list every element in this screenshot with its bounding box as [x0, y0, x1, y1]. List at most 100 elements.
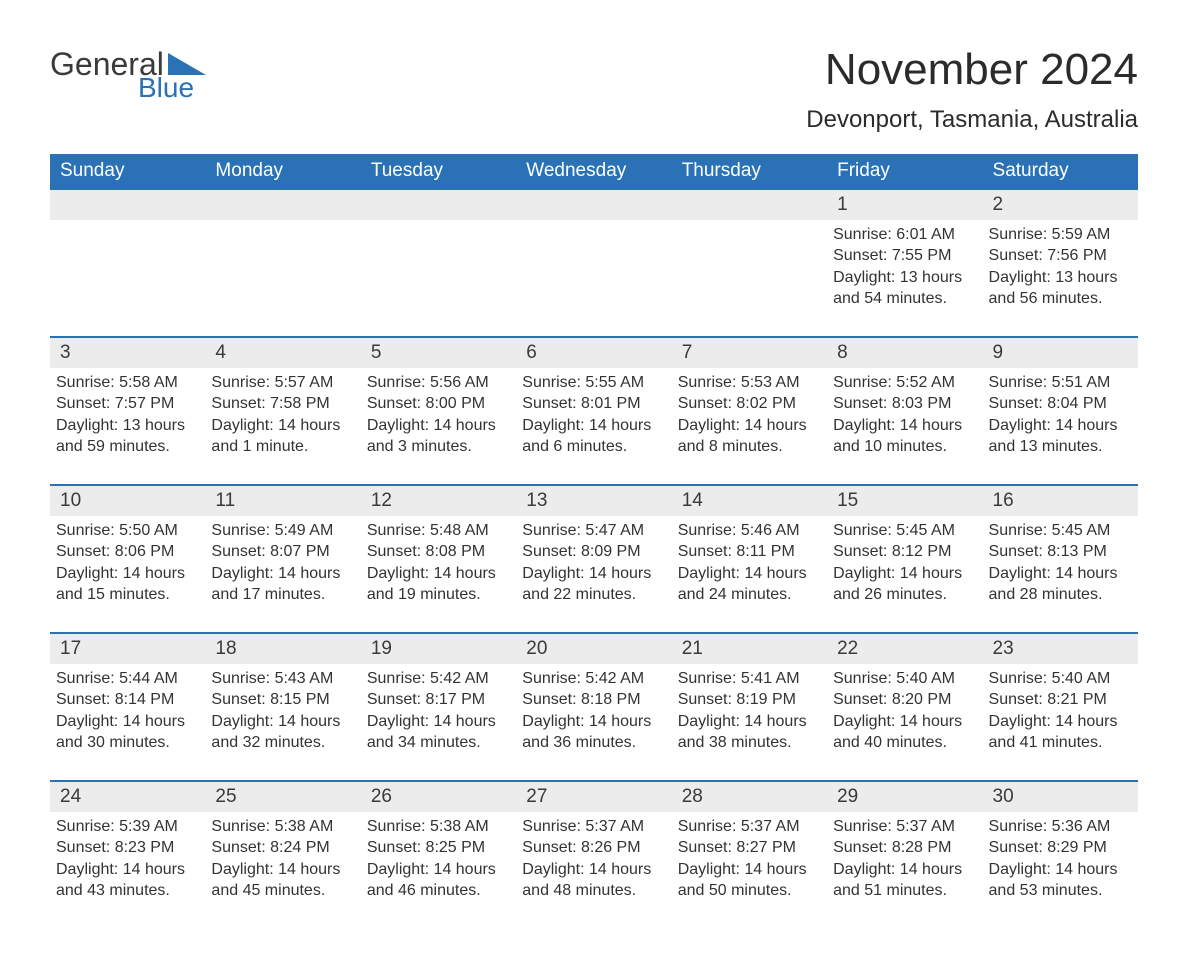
calendar-day-cell: 29Sunrise: 5:37 AMSunset: 8:28 PMDayligh…: [827, 781, 982, 928]
sunset-line: Sunset: 8:15 PM: [211, 689, 354, 711]
sunrise-line: Sunrise: 5:52 AM: [833, 372, 976, 394]
day-header: Friday: [827, 154, 982, 189]
day-header: Thursday: [672, 154, 827, 189]
day-header: Monday: [205, 154, 360, 189]
location: Devonport, Tasmania, Australia: [806, 106, 1138, 134]
daylight-line: Daylight: 13 hours and 59 minutes.: [56, 415, 199, 458]
sunrise-line: Sunrise: 5:36 AM: [989, 816, 1132, 838]
sunrise-line: Sunrise: 5:38 AM: [211, 816, 354, 838]
sunset-line: Sunset: 8:20 PM: [833, 689, 976, 711]
sunrise-line: Sunrise: 5:57 AM: [211, 372, 354, 394]
calendar-day-cell: 14Sunrise: 5:46 AMSunset: 8:11 PMDayligh…: [672, 485, 827, 633]
sunset-line: Sunset: 8:06 PM: [56, 541, 199, 563]
day-number: 14: [672, 486, 827, 516]
sunrise-line: Sunrise: 5:48 AM: [367, 520, 510, 542]
sunrise-line: Sunrise: 5:44 AM: [56, 668, 199, 690]
sunset-line: Sunset: 8:02 PM: [678, 393, 821, 415]
sunset-line: Sunset: 8:01 PM: [522, 393, 665, 415]
day-number: 21: [672, 634, 827, 664]
sunset-line: Sunset: 8:14 PM: [56, 689, 199, 711]
sunrise-line: Sunrise: 5:43 AM: [211, 668, 354, 690]
sunrise-line: Sunrise: 5:39 AM: [56, 816, 199, 838]
logo: General Blue: [50, 48, 206, 102]
daylight-line: Daylight: 14 hours and 34 minutes.: [367, 711, 510, 754]
calendar-week-row: 17 Sunrise: 5:44 AMSunset: 8:14 PM Dayligh…: [50, 633, 1138, 781]
calendar-day-cell: 1Sunrise: 6:01 AMSunset: 7:55 PMDaylight…: [827, 189, 982, 337]
sunset-line: Sunset: 8:07 PM: [211, 541, 354, 563]
calendar-table: Sunday Monday Tuesday Wednesday Thursday…: [50, 154, 1138, 928]
sunrise-line: Sunrise: 5:38 AM: [367, 816, 510, 838]
sunrise-line: Sunrise: 5:47 AM: [522, 520, 665, 542]
day-number: 5: [361, 338, 516, 368]
daynum-bar-empty: [516, 190, 671, 220]
day-number: 17: [50, 634, 205, 664]
header: General Blue November 2024 Devonport, Ta…: [50, 48, 1138, 134]
day-number: 29: [827, 782, 982, 812]
day-number: 18: [205, 634, 360, 664]
calendar-day-cell: [361, 189, 516, 337]
daylight-line: Daylight: 14 hours and 32 minutes.: [211, 711, 354, 754]
day-number: 2: [983, 190, 1138, 220]
day-number: 11: [205, 486, 360, 516]
daylight-line: Daylight: 14 hours and 36 minutes.: [522, 711, 665, 754]
day-number: 9: [983, 338, 1138, 368]
sunset-line: Sunset: 7:56 PM: [989, 245, 1132, 267]
day-number: 13: [516, 486, 671, 516]
calendar-day-cell: 26Sunrise: 5:38 AMSunset: 8:25 PMDayligh…: [361, 781, 516, 928]
daylight-line: Daylight: 14 hours and 45 minutes.: [211, 859, 354, 902]
calendar-day-cell: 15 Sunrise: 5:45 AMSunset: 8:12 PMDayligh…: [827, 485, 982, 633]
calendar-day-cell: 27Sunrise: 5:37 AMSunset: 8:26 PMDayligh…: [516, 781, 671, 928]
calendar-week-row: 10Sunrise: 5:50 AMSunset: 8:06 PMDayligh…: [50, 485, 1138, 633]
calendar-day-cell: 9Sunrise: 5:51 AMSunset: 8:04 PMDaylight…: [983, 337, 1138, 485]
sunrise-line: Sunrise: 5:59 AM: [989, 224, 1132, 246]
sunrise-line: Sunrise: 5:45 AM: [989, 520, 1132, 542]
day-number: 24: [50, 782, 205, 812]
day-number: 6: [516, 338, 671, 368]
sunrise-line: Sunrise: 5:46 AM: [678, 520, 821, 542]
daylight-line: Daylight: 14 hours and 10 minutes.: [833, 415, 976, 458]
daylight-line: Daylight: 14 hours and 41 minutes.: [989, 711, 1132, 754]
sunrise-line: Sunrise: 5:42 AM: [522, 668, 665, 690]
day-number: 15: [827, 486, 982, 516]
sunset-line: Sunset: 8:11 PM: [678, 541, 821, 563]
daynum-bar-empty: [361, 190, 516, 220]
daylight-line: Daylight: 14 hours and 43 minutes.: [56, 859, 199, 902]
sunrise-line: Sunrise: 5:49 AM: [211, 520, 354, 542]
daylight-line: Daylight: 14 hours and 22 minutes.: [522, 563, 665, 606]
day-number: 23: [983, 634, 1138, 664]
month-title: November 2024: [806, 48, 1138, 92]
calendar-day-cell: 7Sunrise: 5:53 AMSunset: 8:02 PMDaylight…: [672, 337, 827, 485]
sunset-line: Sunset: 8:12 PM: [833, 541, 976, 563]
daylight-line: Daylight: 14 hours and 50 minutes.: [678, 859, 821, 902]
logo-word2: Blue: [138, 74, 194, 102]
sunset-line: Sunset: 8:17 PM: [367, 689, 510, 711]
sunrise-line: Sunrise: 5:45 AM: [833, 520, 976, 542]
day-number: 10: [50, 486, 205, 516]
calendar-day-cell: 30Sunrise: 5:36 AMSunset: 8:29 PMDayligh…: [983, 781, 1138, 928]
sunrise-line: Sunrise: 5:42 AM: [367, 668, 510, 690]
day-number: 3: [50, 338, 205, 368]
daylight-line: Daylight: 14 hours and 53 minutes.: [989, 859, 1132, 902]
calendar-week-row: 1Sunrise: 6:01 AMSunset: 7:55 PMDaylight…: [50, 189, 1138, 337]
daylight-line: Daylight: 14 hours and 26 minutes.: [833, 563, 976, 606]
daylight-line: Daylight: 14 hours and 51 minutes.: [833, 859, 976, 902]
day-number: 12: [361, 486, 516, 516]
day-number: 19: [361, 634, 516, 664]
daynum-bar-empty: [672, 190, 827, 220]
daylight-line: Daylight: 13 hours and 54 minutes.: [833, 267, 976, 310]
calendar-day-cell: 19 Sunrise: 5:42 AMSunset: 8:17 PMDayligh…: [361, 633, 516, 781]
day-number: 26: [361, 782, 516, 812]
calendar-day-cell: 22Sunrise: 5:40 AMSunset: 8:20 PMDayligh…: [827, 633, 982, 781]
calendar-day-cell: 11Sunrise: 5:49 AMSunset: 8:07 PMDayligh…: [205, 485, 360, 633]
calendar-day-cell: [516, 189, 671, 337]
calendar-day-cell: 10Sunrise: 5:50 AMSunset: 8:06 PMDayligh…: [50, 485, 205, 633]
daylight-line: Daylight: 14 hours and 15 minutes.: [56, 563, 199, 606]
calendar-day-cell: 21Sunrise: 5:41 AMSunset: 8:19 PMDayligh…: [672, 633, 827, 781]
daylight-line: Daylight: 14 hours and 46 minutes.: [367, 859, 510, 902]
daynum-bar-empty: [205, 190, 360, 220]
calendar-day-cell: 12Sunrise: 5:48 AMSunset: 8:08 PMDayligh…: [361, 485, 516, 633]
day-number: 16: [983, 486, 1138, 516]
day-header: Wednesday: [516, 154, 671, 189]
calendar-day-cell: [50, 189, 205, 337]
day-header: Saturday: [983, 154, 1138, 189]
